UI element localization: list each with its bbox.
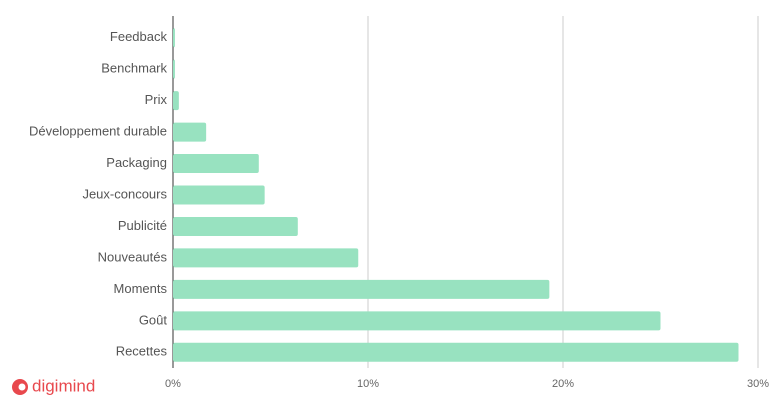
bar bbox=[173, 279, 550, 299]
bar bbox=[173, 216, 298, 236]
bar bbox=[173, 248, 359, 268]
bar bbox=[173, 122, 207, 142]
y-tick-label: Publicité bbox=[118, 218, 167, 233]
bar bbox=[173, 28, 175, 48]
y-tick-label: Goût bbox=[139, 312, 168, 327]
y-tick-label: Jeux-concours bbox=[82, 186, 167, 201]
y-tick-label: Prix bbox=[145, 92, 168, 107]
x-tick-label: 30% bbox=[747, 378, 769, 390]
logo: digimind bbox=[12, 376, 95, 395]
x-tick-label: 0% bbox=[165, 378, 181, 390]
bar bbox=[173, 59, 175, 79]
y-tick-label: Nouveautés bbox=[98, 249, 168, 264]
bar bbox=[173, 342, 739, 362]
bar bbox=[173, 185, 265, 205]
bar bbox=[173, 91, 179, 111]
x-tick-label: 10% bbox=[357, 378, 379, 390]
brand-name: digimind bbox=[32, 376, 95, 395]
y-tick-label: Recettes bbox=[116, 344, 168, 359]
y-tick-label: Benchmark bbox=[101, 61, 167, 76]
logo-icon-hole bbox=[18, 383, 26, 391]
bar bbox=[173, 311, 661, 331]
y-tick-label: Développement durable bbox=[29, 124, 167, 139]
bar bbox=[173, 154, 259, 174]
x-tick-label: 20% bbox=[552, 378, 574, 390]
y-tick-label: Feedback bbox=[110, 29, 168, 44]
y-tick-label: Packaging bbox=[106, 155, 167, 170]
y-tick-label: Moments bbox=[114, 281, 168, 296]
